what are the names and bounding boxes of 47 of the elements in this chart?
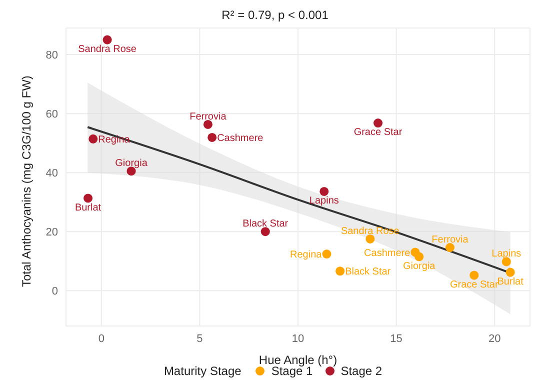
annotation: Giorgia: [402, 260, 436, 272]
y-tick-label: 60: [46, 108, 58, 120]
legend-title: Maturity Stage: [164, 364, 242, 378]
x-tick-label: 15: [390, 332, 402, 345]
y-tick-label: 80: [46, 49, 58, 62]
point: [374, 118, 383, 128]
annotation: Regina: [98, 134, 130, 146]
annotation: Burlat: [497, 276, 524, 288]
annotation: Ferrovia: [432, 234, 469, 246]
point: [203, 120, 212, 129]
point: [506, 268, 515, 277]
x-tick-label: 0: [98, 332, 104, 345]
annotation: Grace Star: [354, 127, 403, 138]
point: [320, 186, 329, 196]
y-axis-title: Total Anthocyanins (mg C3G/100 g FW): [19, 76, 34, 287]
point: [322, 250, 332, 259]
annotation: Grace Star: [450, 279, 500, 290]
point: [102, 35, 112, 44]
x-tick-label: 20: [488, 332, 501, 345]
point: [470, 270, 479, 280]
legend-label: Stage 2: [340, 364, 382, 378]
point: [445, 243, 454, 252]
annotation: Regina: [290, 250, 322, 261]
point: [260, 227, 270, 236]
annotation: Burlat: [74, 202, 102, 214]
point: [208, 132, 217, 142]
y-tick-label: 20: [46, 226, 58, 238]
point: [414, 252, 424, 262]
annotation: Cashmere: [364, 248, 411, 259]
annotation: Giorgia: [115, 158, 148, 170]
annotation: Cashmere: [217, 133, 264, 144]
annotation: Black Star: [242, 218, 289, 230]
y-tick-label: 0: [52, 286, 58, 298]
annotation: Ferrovia: [190, 111, 227, 122]
x-axis-title: Hue Angle (h°): [258, 353, 338, 367]
annotation: Lapins: [309, 196, 339, 207]
y-tick-label: 40: [46, 167, 58, 180]
annotation: Sandra Rose: [78, 44, 137, 55]
annotation: Black Star: [345, 266, 392, 278]
point: [88, 134, 98, 144]
x-tick-label: 5: [196, 332, 203, 345]
chart-title: R² = 0.79, p < 0.001: [220, 8, 330, 24]
x-tick-label: 10: [292, 332, 304, 345]
point: [336, 266, 345, 276]
point: [366, 234, 375, 244]
annotation: Lapins: [492, 248, 522, 260]
point: [84, 194, 93, 203]
